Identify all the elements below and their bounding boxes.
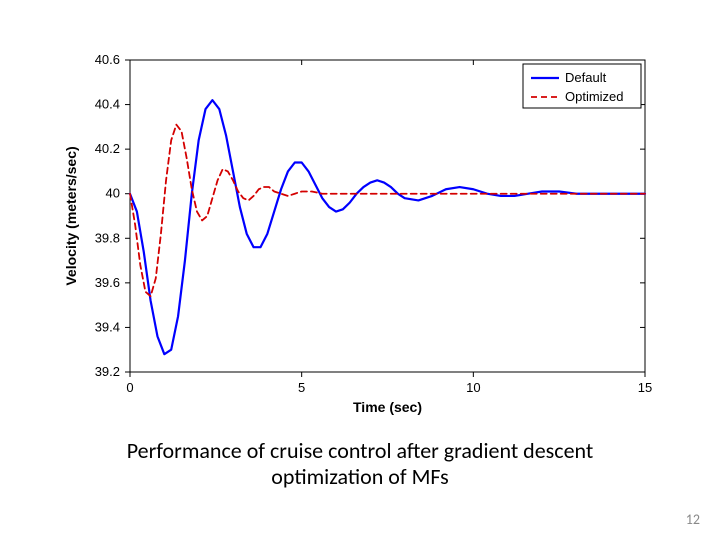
svg-text:40.4: 40.4 bbox=[95, 97, 120, 112]
svg-text:10: 10 bbox=[466, 380, 480, 395]
figure-caption: Performance of cruise control after grad… bbox=[0, 438, 720, 491]
line-chart: 0 5 10 15 39.2 39.4 39.6 39.8 40 40.2 40.4 40.6 Time… bbox=[60, 50, 660, 420]
caption-line-2: optimization of MFs bbox=[271, 463, 448, 490]
svg-text:Default: Default bbox=[565, 70, 607, 85]
svg-text:39.4: 39.4 bbox=[95, 319, 120, 334]
svg-text:Optimized: Optimized bbox=[565, 89, 624, 104]
chart-container: 0 5 10 15 39.2 39.4 39.6 39.8 40 40.2 40.4 40.6 Time… bbox=[60, 50, 660, 420]
legend: Default Optimized bbox=[523, 64, 641, 108]
svg-text:40.6: 40.6 bbox=[95, 52, 120, 67]
svg-text:40.2: 40.2 bbox=[95, 141, 120, 156]
caption-line-1: Performance of cruise control after grad… bbox=[127, 437, 594, 464]
svg-text:39.2: 39.2 bbox=[95, 364, 120, 379]
svg-text:39.8: 39.8 bbox=[95, 230, 120, 245]
page-number: 12 bbox=[686, 511, 700, 528]
svg-text:40: 40 bbox=[106, 186, 120, 201]
svg-text:5: 5 bbox=[298, 380, 305, 395]
svg-text:39.6: 39.6 bbox=[95, 275, 120, 290]
svg-text:Velocity (meters/sec): Velocity (meters/sec) bbox=[63, 146, 79, 285]
svg-text:Time (sec): Time (sec) bbox=[353, 399, 422, 415]
svg-text:0: 0 bbox=[126, 380, 133, 395]
svg-text:15: 15 bbox=[638, 380, 652, 395]
